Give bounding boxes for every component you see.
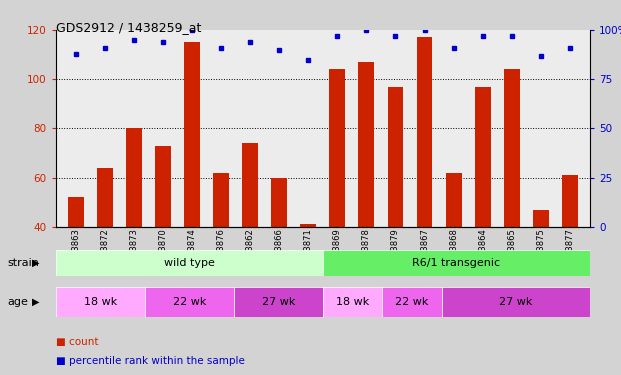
Text: R6/1 transgenic: R6/1 transgenic — [412, 258, 501, 268]
Bar — [126, 128, 142, 227]
Text: 27 wk: 27 wk — [499, 297, 532, 307]
Bar — [145, 287, 234, 317]
Bar — [383, 287, 442, 317]
Bar — [323, 287, 383, 317]
Bar — [504, 69, 520, 227]
Bar — [561, 175, 578, 227]
Bar — [388, 87, 404, 227]
Bar — [323, 250, 590, 276]
Bar — [442, 287, 590, 317]
Bar — [68, 197, 84, 227]
Bar — [271, 178, 288, 227]
Bar — [301, 224, 316, 227]
Text: 22 wk: 22 wk — [173, 297, 206, 307]
Bar — [56, 287, 145, 317]
Bar — [155, 146, 171, 227]
Bar — [97, 168, 113, 227]
Text: ▶: ▶ — [32, 297, 40, 307]
Text: 18 wk: 18 wk — [336, 297, 369, 307]
Bar — [533, 210, 548, 227]
Bar — [234, 287, 323, 317]
Text: ■ percentile rank within the sample: ■ percentile rank within the sample — [56, 356, 245, 366]
Text: GDS2912 / 1438259_at: GDS2912 / 1438259_at — [56, 21, 201, 34]
Bar — [214, 173, 229, 227]
Text: age: age — [7, 297, 29, 307]
Bar — [445, 173, 461, 227]
Bar — [330, 69, 345, 227]
Bar — [417, 38, 432, 227]
Bar — [358, 62, 374, 227]
Bar — [56, 250, 323, 276]
Text: ■ count: ■ count — [56, 337, 98, 347]
Bar — [474, 87, 491, 227]
Text: 27 wk: 27 wk — [261, 297, 295, 307]
Text: 18 wk: 18 wk — [84, 297, 117, 307]
Bar — [242, 143, 258, 227]
Text: wild type: wild type — [164, 258, 215, 268]
Text: ▶: ▶ — [32, 258, 40, 268]
Text: strain: strain — [7, 258, 39, 268]
Text: 22 wk: 22 wk — [395, 297, 428, 307]
Bar — [184, 42, 201, 227]
